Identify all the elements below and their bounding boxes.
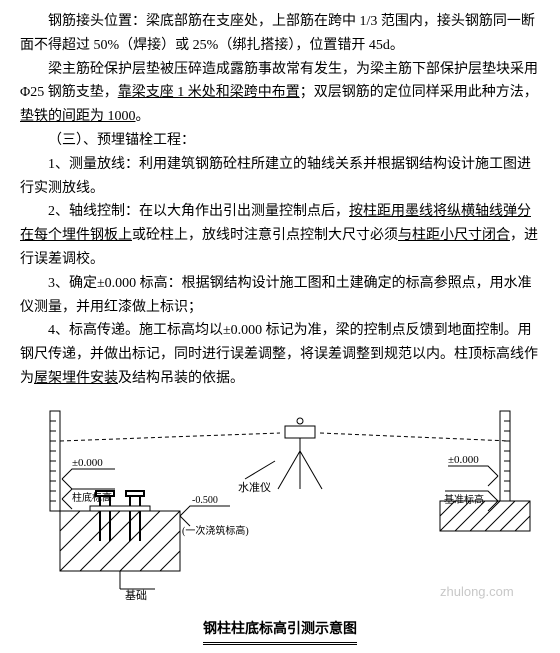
watermark: zhulong.com xyxy=(440,584,514,599)
text: 。 xyxy=(136,109,150,124)
text-underline: 屋架埋件安装 xyxy=(34,371,118,386)
text-underline: 靠梁支座 1 米处和梁跨中布置 xyxy=(118,85,300,100)
diagram-caption: 钢柱柱底标高引测示意图 xyxy=(20,618,540,644)
text-underline: 与柱距小尺寸闭合 xyxy=(398,228,510,243)
paragraph-elevation-transfer: 4、标高传递。施工标高均以±0.000 标记为准，梁的控制点反馈到地面控制。用钢… xyxy=(20,319,540,390)
label-zero-right: ±0.000 xyxy=(448,454,479,466)
label-foundation: 基础 xyxy=(125,589,147,601)
label-col-bottom: 柱底标高 xyxy=(72,491,112,504)
paragraph-elevation: 3、确定±0.000 标高：根据钢结构设计施工图和土建确定的标高参照点，用水准仪… xyxy=(20,272,540,320)
label-first-pour: (一次浇筑标高) xyxy=(182,524,249,537)
text-underline: 垫铁的间距为 1000 xyxy=(20,109,136,124)
paragraph-survey: 1、测量放线：利用建筑钢筋砼柱所建立的轴线关系并根据钢结构设计施工图进行实测放线… xyxy=(20,153,540,201)
elevation-diagram: ±0.000 柱底标高 -0.500 (一次浇筑标高) 基础 xyxy=(20,401,540,610)
text: 2、轴线控制：在以大角作出引出测量控制点后， xyxy=(48,204,349,219)
label-zero-left: ±0.000 xyxy=(72,457,103,469)
label-level: 水准仪 xyxy=(238,481,271,494)
text: ；双层钢筋的定位同样采用此种方法， xyxy=(300,85,538,100)
label-base-right: 基准标高 xyxy=(444,493,484,506)
text: 或砼柱上，放线时注意引点控制大尺寸必须 xyxy=(132,228,398,243)
paragraph-rebar-joint: 钢筋接头位置：梁底部筋在支座处，上部筋在跨中 1/3 范围内，接头钢筋同一断面不… xyxy=(20,10,540,58)
paragraph-beam-protection: 梁主筋砼保护层垫被压碎造成露筋事故常有发生，为梁主筋下部保护层垫块采用Φ25 钢… xyxy=(20,58,540,129)
section-heading-3: （三）、预埋锚栓工程： xyxy=(20,129,540,153)
paragraph-axis-control: 2、轴线控制：在以大角作出引出测量控制点后，按柱距用墨线将纵横轴线弹分在每个埋件… xyxy=(20,200,540,271)
label-neg: -0.500 xyxy=(192,495,218,506)
text: 及结构吊装的依据。 xyxy=(118,371,244,386)
